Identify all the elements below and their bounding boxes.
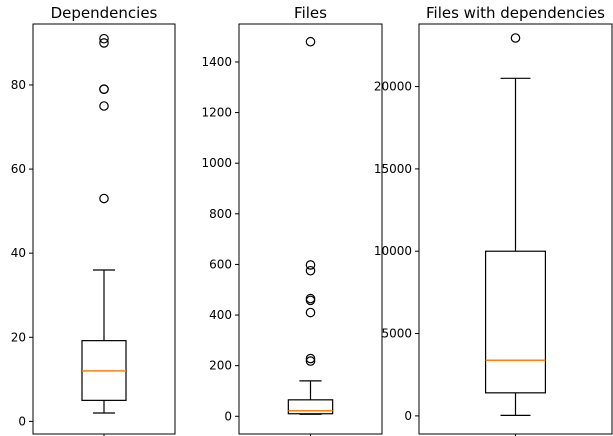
y-tick-label: 20000 bbox=[374, 80, 412, 94]
outlier-point bbox=[305, 353, 316, 364]
iqr-box bbox=[287, 399, 334, 415]
iqr-box bbox=[484, 250, 547, 394]
outlier-point bbox=[305, 356, 316, 366]
outlier-point bbox=[305, 36, 316, 47]
outlier-point bbox=[305, 260, 316, 270]
chart-title: Dependencies bbox=[51, 4, 158, 22]
y-tick-label: 400 bbox=[209, 308, 232, 322]
y-tick-label: 1200 bbox=[201, 106, 232, 120]
y-tick-label: 200 bbox=[209, 359, 232, 373]
outlier-point bbox=[99, 193, 109, 204]
y-tick-label: 5000 bbox=[381, 327, 412, 341]
y-tick-label: 0 bbox=[18, 414, 26, 428]
chart-title: Files with dependencies bbox=[426, 4, 605, 22]
y-tick-label: 800 bbox=[209, 207, 232, 221]
outlier-point bbox=[99, 101, 109, 111]
y-tick-label: 40 bbox=[11, 246, 26, 260]
outlier-point bbox=[305, 307, 316, 318]
y-tick-label: 10000 bbox=[374, 244, 412, 258]
axes-frame bbox=[238, 23, 383, 435]
y-tick-label: 60 bbox=[11, 162, 26, 176]
outlier-point bbox=[305, 293, 316, 304]
y-tick-label: 0 bbox=[404, 409, 412, 423]
boxplot-panel-2: Files 0 200 400 600 800 1000 1200 1400 bbox=[201, 4, 383, 436]
outlier-point bbox=[99, 84, 109, 94]
y-tick-label: 20 bbox=[11, 330, 26, 344]
y-tick-label: 600 bbox=[209, 257, 232, 271]
boxplot-panel-1: Dependencies 0 20 40 60 80 bbox=[11, 4, 176, 436]
y-tick-label: 0 bbox=[224, 409, 232, 423]
outlier-point bbox=[99, 33, 109, 44]
y-tick-label: 15000 bbox=[374, 162, 412, 176]
outlier-point bbox=[99, 38, 109, 48]
outlier-point bbox=[510, 33, 521, 43]
y-tick-label: 1000 bbox=[201, 156, 232, 170]
outlier-point bbox=[305, 265, 316, 276]
boxplot-panel-3: Files with dependencies 0 5000 10000 15000 20… bbox=[374, 4, 613, 436]
y-tick-label: 1400 bbox=[201, 55, 232, 69]
chart-title: Files bbox=[294, 4, 327, 22]
y-tick-label: 80 bbox=[11, 78, 26, 92]
